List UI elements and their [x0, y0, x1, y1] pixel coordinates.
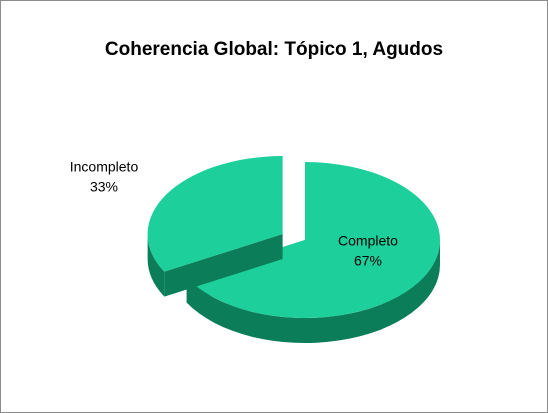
slice-label: Incompleto [70, 159, 139, 175]
pie-slice [147, 156, 283, 297]
slice-top [147, 156, 283, 272]
slice-wall [164, 234, 283, 297]
slice-value-label: 33% [90, 179, 118, 195]
slice-value-label: 67% [354, 253, 382, 269]
chart-title: Coherencia Global: Tópico 1, Agudos [105, 39, 443, 60]
slice-label: Completo [338, 233, 398, 249]
slice-top [186, 162, 440, 319]
slice-side [186, 240, 440, 344]
slice-side [147, 234, 165, 297]
